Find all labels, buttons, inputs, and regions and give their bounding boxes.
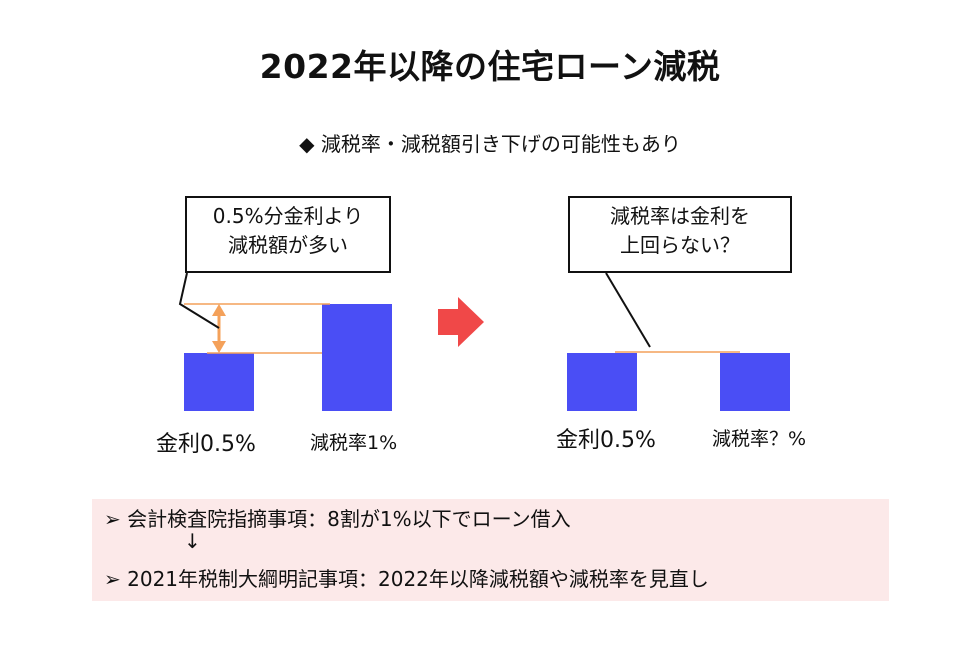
- callout-left: 0.5%分金利より 減税額が多い: [185, 196, 391, 273]
- callout-left-pointer: [178, 272, 220, 329]
- label-left-tax-rate: 減税率1%: [310, 432, 398, 454]
- difference-arrow-head-down: [212, 341, 226, 353]
- down-arrow-icon: ↓: [184, 529, 201, 553]
- callout-right-line-1: 減税率は金利を: [610, 204, 750, 228]
- label-right-tax-rate: 減税率？%: [712, 428, 807, 450]
- bar-left-tax-rate: [322, 304, 392, 411]
- difference-arrow-head-up: [212, 304, 226, 316]
- note-audit-finding: ➢ 会計検査院指摘事項：8割が1%以下でローン借入: [104, 507, 571, 531]
- bar-right-interest: [567, 353, 637, 411]
- notes-box: ➢ 会計検査院指摘事項：8割が1%以下でローン借入 ↓ ➢ 2021年税制大綱明…: [92, 499, 889, 601]
- callout-right: 減税率は金利を 上回らない？: [568, 196, 792, 273]
- page-title: 2022年以降の住宅ローン減税: [259, 47, 721, 86]
- bar-right-tax-rate: [720, 353, 790, 411]
- bar-left-interest: [184, 353, 254, 411]
- callout-left-line-2: 減税額が多い: [228, 233, 348, 257]
- transition-arrow-icon: [438, 297, 484, 347]
- callout-left-line-1: 0.5%分金利より: [212, 204, 364, 228]
- label-right-interest: 金利0.5%: [556, 428, 656, 453]
- callout-right-pointer: [605, 272, 651, 348]
- subtitle: ◆ 減税率・減税額引き下げの可能性もあり: [299, 132, 681, 156]
- note-tax-outline: ➢ 2021年税制大綱明記事項：2022年以降減税額や減税率を見直し: [104, 567, 709, 591]
- label-left-interest: 金利0.5%: [156, 432, 256, 457]
- callout-right-line-2: 上回らない？: [620, 233, 740, 257]
